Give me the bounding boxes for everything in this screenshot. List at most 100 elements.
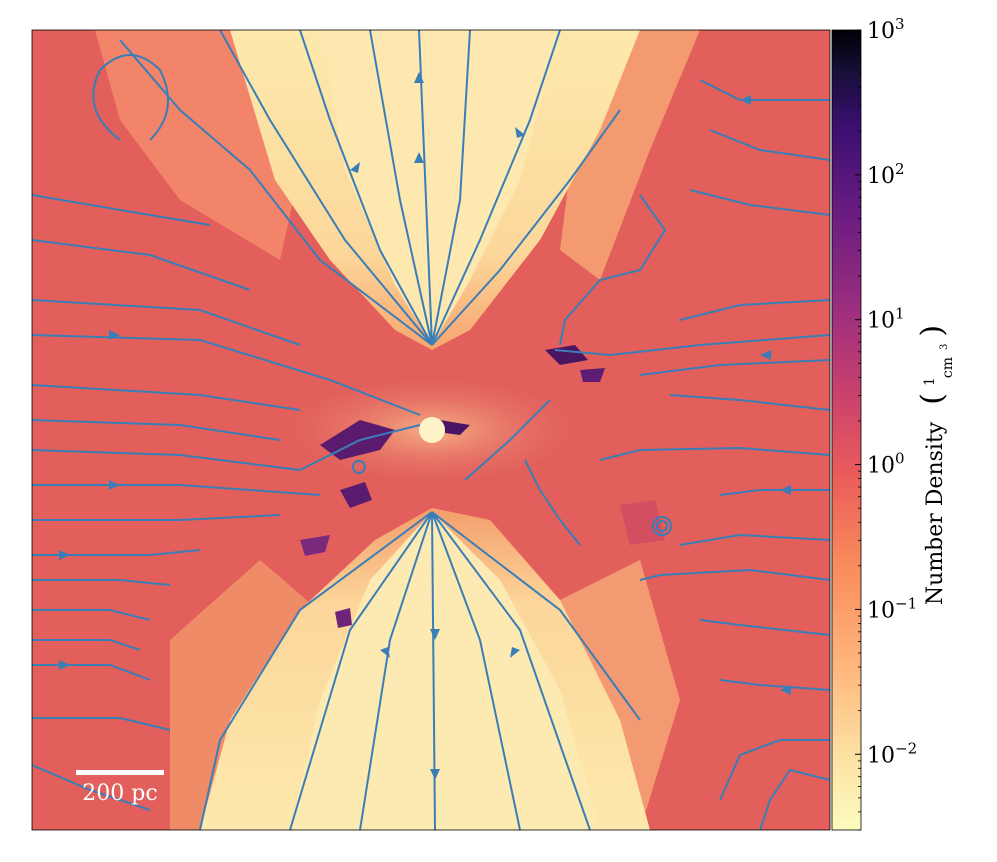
density-map [32,30,830,830]
streamline [464,399,551,481]
arrow-mark [510,647,520,658]
vortex-right [652,516,672,536]
streamline [431,511,591,830]
arrow-mark [430,629,440,640]
streamline [559,194,667,346]
streamline [32,419,281,441]
streamline [32,384,301,411]
streamline [289,511,433,830]
streamline [431,109,621,346]
colorbar-tick-label: 10−1 [867,594,917,623]
streamline [431,511,521,830]
streamline [219,30,433,346]
colorbar-gradient [831,29,862,831]
streamline [554,334,830,357]
streamline [524,459,581,546]
streamline [719,739,830,801]
streamline [431,30,471,346]
streamline [689,189,830,216]
scale-bar-line [76,770,164,775]
arrow-mark [59,660,70,670]
streamline [32,664,151,681]
streamline [669,394,830,411]
central-source [419,417,445,443]
streamline [32,194,211,226]
streamline [431,30,561,346]
streamline [299,424,421,471]
colorbar-tick-label: 101 [867,305,905,334]
streamline [32,764,151,811]
streamline [599,446,830,461]
streamline [32,639,141,651]
colorbar-unit-num: 1 [922,377,938,386]
vortex-right-inner [656,520,668,532]
streamline [299,30,433,346]
streamline [639,359,830,376]
streamline [32,239,251,291]
dense-clump-5 [335,608,352,628]
arrow-mark [760,350,771,360]
streamline [32,299,301,346]
streamline [199,511,433,830]
streamline [32,579,171,586]
arrow-mark [380,647,390,658]
streamline [92,54,169,141]
plot-frame [31,29,831,831]
streamline [759,768,830,830]
colorbar-tick-label: 103 [867,15,905,44]
streamline [639,568,830,581]
velocity-streamlines [32,30,830,830]
dense-clump-2 [340,482,372,508]
arrow-mark [414,152,424,163]
upper-cone-core [320,30,560,345]
streamline [32,449,301,471]
streamline-arrows [59,72,791,780]
streamline [32,514,281,521]
streamline [32,609,151,621]
arrow-mark [430,769,440,780]
arrow-mark [740,95,751,105]
vortex-left [352,460,366,474]
streamline [32,484,321,496]
dense-clump-6 [300,535,330,556]
svg-text:Number Density (: Number Density ( 1 cm 3 ) [915,325,958,605]
colorbar: 103 102 101 100 10−1 10−2 Number Density ( 1 … [831,15,958,831]
arrow-mark [780,685,791,695]
streamline [32,334,421,416]
scale-bar: 200 pc [76,770,164,806]
colorbar-tick-label: 102 [867,160,905,189]
arrow-mark [350,162,360,173]
arrow-mark [59,550,70,560]
streamline [679,533,830,546]
streamline [699,619,830,636]
streamline [709,129,830,161]
lower-cone-core [290,512,600,830]
dense-clump-7 [440,420,470,435]
arrow-mark [780,485,791,495]
scale-bar-label: 200 pc [82,781,157,806]
arrow-mark [109,330,120,340]
streamline [679,299,830,321]
streamline [431,511,641,721]
dense-clump-4 [580,368,605,382]
colorbar-title: Number Density ( 1 cm 3 ) [915,325,958,605]
streamline [359,511,433,830]
right-vortex-region [620,500,665,545]
streamline [119,39,433,346]
colorbar-unit-den-exp: 3 [939,344,950,350]
colorbar-tick-label: 10−2 [867,739,917,768]
arrow-mark [109,480,120,490]
arrow-mark [414,72,424,83]
arrow-mark [515,127,525,138]
colorbar-ticks: 103 102 101 100 10−1 10−2 [855,15,917,831]
streamline [32,549,201,556]
streamline [719,489,830,496]
streamline [369,30,433,346]
colorbar-tick-label: 100 [867,450,905,479]
streamline [32,717,171,731]
streamline [719,679,830,691]
colorbar-label: Number Density [923,421,948,605]
colorbar-unit-den: cm [940,357,956,378]
